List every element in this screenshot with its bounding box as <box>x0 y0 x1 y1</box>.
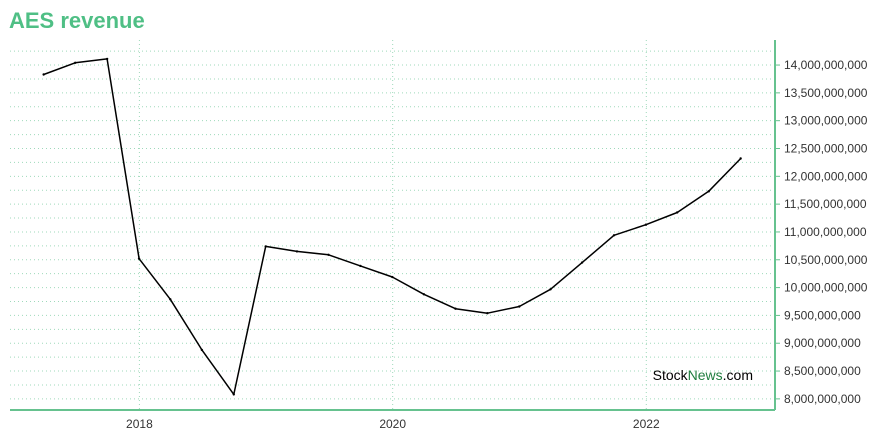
y-tick-label: 12,000,000,000 <box>784 169 868 183</box>
data-point <box>105 57 109 61</box>
data-point <box>739 157 742 160</box>
data-point <box>422 293 426 296</box>
y-tick-label: 9,000,000,000 <box>784 336 861 350</box>
data-point <box>327 253 330 256</box>
x-tick-label: 2018 <box>126 417 153 431</box>
y-tick-label: 8,000,000,000 <box>784 392 861 406</box>
y-tick-label: 11,500,000,000 <box>784 197 867 211</box>
axes <box>10 40 780 411</box>
chart-title: AES revenue <box>9 8 145 33</box>
data-point <box>707 190 710 193</box>
watermark-part-com: .com <box>723 367 753 383</box>
data-point <box>264 245 267 248</box>
y-tick-label: 10,000,000,000 <box>784 281 868 295</box>
watermark: StockNews.com <box>653 367 753 383</box>
data-point <box>232 393 235 396</box>
data-point <box>486 311 489 315</box>
y-tick-label: 12,500,000,000 <box>784 141 868 155</box>
data-point <box>580 261 584 264</box>
data-point <box>549 288 552 291</box>
y-tick-label: 13,500,000,000 <box>784 86 868 100</box>
data-point <box>454 307 457 310</box>
data-point <box>74 61 77 65</box>
tick-labels: 2018 2020 2022 8,000,000,000 8,500,000,000 9,… <box>126 58 868 431</box>
y-tick-label: 10,500,000,000 <box>784 253 868 267</box>
data-point <box>675 211 679 214</box>
data-point <box>42 73 45 76</box>
series-layer <box>42 57 742 396</box>
watermark-part-stock: Stock <box>653 367 689 383</box>
y-tick-label: 8,500,000,000 <box>784 364 861 378</box>
x-tick-label: 2022 <box>633 417 660 431</box>
grid <box>10 40 775 410</box>
y-tick-label: 13,000,000,000 <box>784 114 868 128</box>
data-point <box>518 305 521 308</box>
x-tick-label: 2020 <box>379 417 406 431</box>
data-point <box>169 298 172 301</box>
data-point <box>359 264 362 268</box>
y-tick-label: 9,500,000,000 <box>784 308 861 322</box>
data-point <box>295 250 299 253</box>
watermark-part-news: News <box>688 367 723 383</box>
y-tick-label: 11,000,000,000 <box>784 225 867 239</box>
data-point <box>644 223 648 226</box>
data-point <box>391 275 394 279</box>
data-point <box>137 257 141 260</box>
data-point <box>200 348 204 352</box>
y-tick-label: 14,000,000,000 <box>784 58 868 72</box>
data-point <box>612 234 616 237</box>
